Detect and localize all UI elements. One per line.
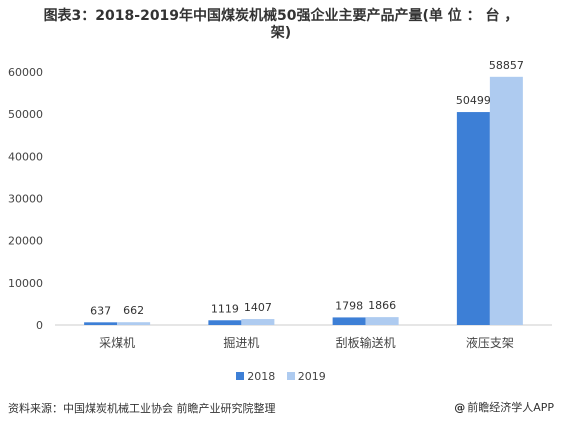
data-label-2019: 662 [123, 304, 144, 317]
data-label-2019: 1866 [368, 299, 396, 312]
chart-legend: 2018 2019 [0, 370, 562, 383]
bar-2018 [84, 322, 118, 325]
bar-2019 [241, 319, 275, 325]
chart-title-line-1: 图表3：2018-2019年中国煤炭机械50强企业主要产品产量(单 位 ： 台 … [43, 8, 519, 24]
bar-2019 [117, 322, 151, 325]
bar-2019 [365, 317, 399, 325]
x-tick-label: 采煤机 [99, 336, 135, 350]
x-tick-label: 掘进机 [223, 335, 259, 350]
data-label-2018: 1798 [335, 299, 363, 312]
data-label-2018: 1119 [211, 302, 239, 315]
legend-swatch-2018 [236, 372, 245, 380]
chart-title-line-2: 架) [270, 25, 292, 41]
source-note: 资料来源：中国煤炭机械工业协会 前瞻产业研究院整理 [8, 402, 276, 415]
bar-2018 [332, 317, 366, 325]
brand-credit: @ 前瞻经济学人APP [454, 399, 554, 415]
y-tick-label: 10000 [8, 277, 43, 290]
y-tick-label: 50000 [8, 108, 43, 121]
chart-title: 图表3：2018-2019年中国煤炭机械50强企业主要产品产量(单 位 ： 台 … [0, 8, 562, 42]
y-tick-label: 30000 [8, 193, 43, 206]
legend-swatch-2019 [286, 372, 295, 380]
brand-name: 前瞻经济学人APP [467, 401, 554, 414]
bar-2018 [208, 320, 242, 325]
y-tick-label: 60000 [8, 66, 43, 79]
data-label-2018: 637 [90, 304, 111, 317]
data-label-2019: 58857 [489, 59, 524, 72]
legend-item-2019: 2019 [286, 370, 326, 383]
y-tick-label: 0 [36, 319, 43, 332]
y-tick-label: 20000 [8, 235, 43, 248]
y-tick-label: 40000 [8, 150, 43, 163]
bar-2018 [456, 112, 490, 325]
legend-label-2018: 2018 [247, 370, 276, 383]
x-tick-label: 刮板输送机 [336, 335, 396, 350]
bar-2019 [489, 76, 523, 326]
legend-item-2018: 2018 [236, 370, 275, 383]
legend-label-2019: 2019 [297, 370, 326, 383]
x-tick-label: 液压支架 [466, 335, 514, 350]
at-sign-icon: @ [454, 401, 466, 414]
data-label-2018: 50499 [456, 94, 491, 107]
data-label-2019: 1407 [244, 301, 272, 314]
